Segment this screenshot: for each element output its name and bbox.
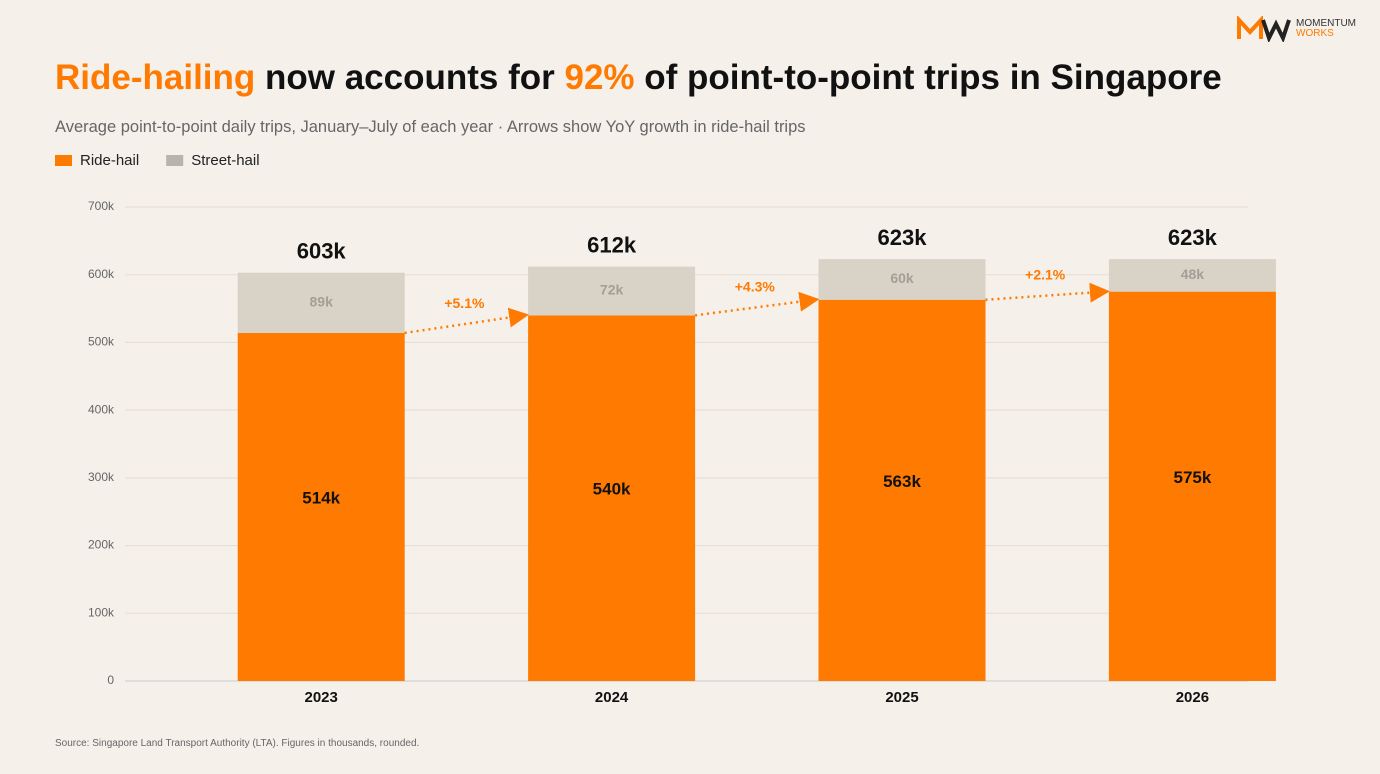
title-part: Ride-hailing (55, 58, 256, 97)
growth-label: +4.3% (735, 278, 776, 294)
value-label: 60k (890, 270, 914, 286)
x-tick-label: 2023 (305, 689, 338, 706)
value-label: 89k (310, 294, 334, 310)
source-note: Source: Singapore Land Transport Authori… (55, 738, 420, 749)
total-label: 623k (1168, 225, 1218, 250)
growth-arrow (985, 282, 1110, 303)
value-label: 48k (1181, 266, 1205, 282)
title-part: of point-to-point trips in Singapore (634, 58, 1222, 97)
chart-title: Ride-hailing now accounts for 92% of poi… (55, 58, 1222, 98)
legend-label: Street-hail (191, 152, 259, 169)
bar-segment (237, 332, 405, 681)
y-tick-label: 100k (88, 605, 115, 619)
total-label: 612k (587, 232, 637, 257)
bar-segment (818, 259, 986, 300)
legend-label: Ride-hail (80, 152, 139, 169)
bar-segment (818, 299, 986, 681)
value-label: 540k (593, 480, 631, 499)
y-tick-label: 500k (88, 335, 115, 349)
growth-arrow (694, 291, 820, 317)
legend-swatch (166, 155, 184, 166)
bar-segment (1108, 259, 1276, 292)
y-tick-label: 200k (88, 538, 115, 552)
value-label: 575k (1173, 468, 1211, 487)
y-tick-label: 400k (88, 402, 115, 416)
chart-subtitle: Average point-to-point daily trips, Janu… (55, 118, 806, 136)
y-tick-label: 300k (88, 470, 115, 484)
total-label: 603k (297, 238, 347, 263)
growth-label: +2.1% (1025, 266, 1066, 282)
y-tick-label: 600k (88, 267, 115, 281)
x-tick-label: 2026 (1176, 689, 1209, 706)
x-tick-label: 2025 (885, 689, 918, 706)
total-label: 623k (878, 225, 928, 250)
title-part: now accounts for (255, 58, 565, 97)
bar-segment (237, 272, 405, 333)
value-label: 514k (302, 488, 340, 507)
legend-swatch (55, 155, 72, 166)
logo-text: MOMENTUM (1296, 18, 1356, 29)
title-part: 92% (564, 58, 635, 97)
bar-segment (1108, 291, 1276, 681)
y-tick-label: 700k (88, 199, 115, 213)
bar-segment (528, 315, 696, 681)
logo-text: WORKS (1296, 28, 1334, 39)
value-label: 563k (883, 472, 921, 491)
value-label: 72k (600, 282, 624, 298)
growth-arrow (404, 307, 530, 335)
growth-label: +5.1% (444, 295, 485, 311)
y-tick-label: 0 (107, 673, 114, 687)
logo-icon (1237, 16, 1291, 42)
x-tick-label: 2024 (595, 689, 629, 706)
bar-segment (528, 266, 696, 316)
